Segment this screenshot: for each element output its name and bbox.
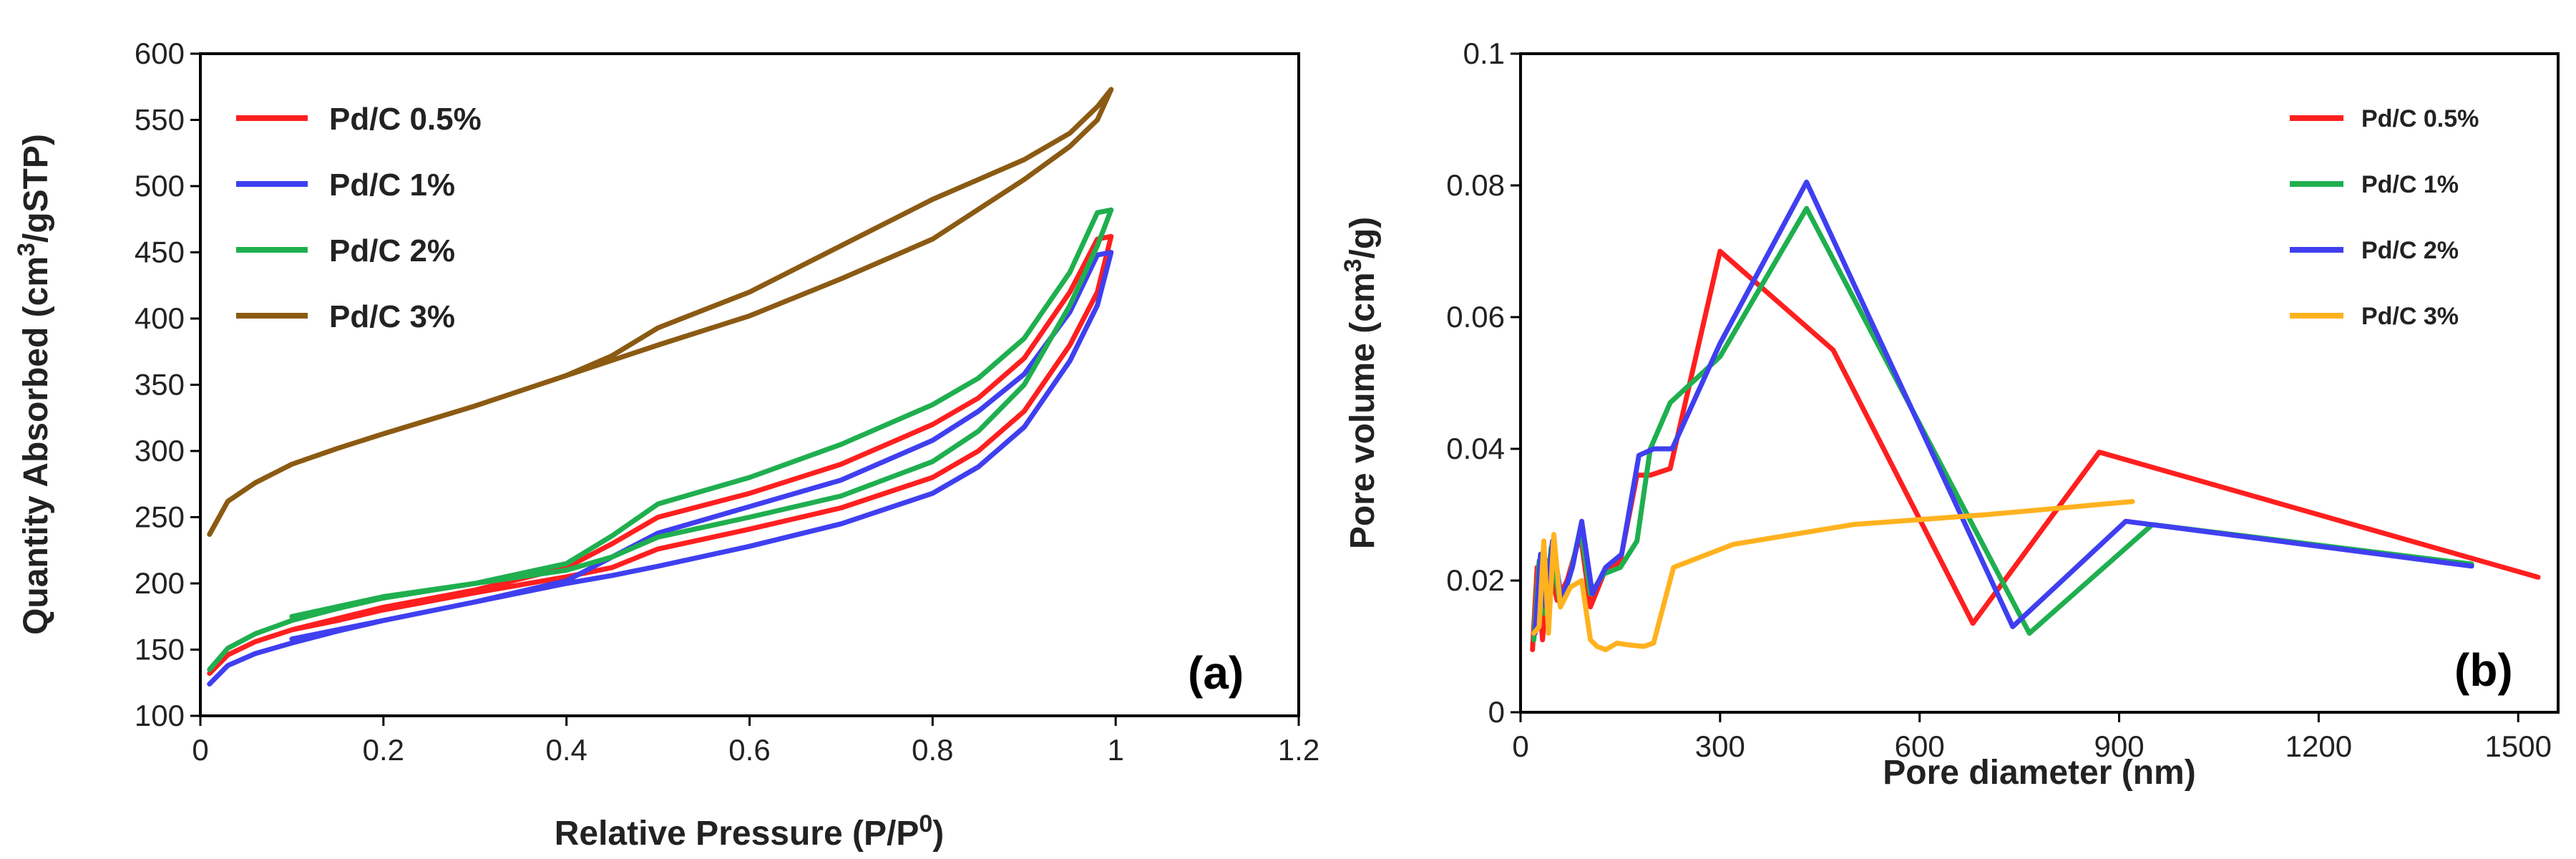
panel-a-label: (a)	[1188, 647, 1244, 699]
panel-b-label: (b)	[2454, 644, 2513, 696]
panel-b-legend-label-pd-c-1: Pd/C 1%	[2361, 171, 2459, 198]
panel-b-y-tick-label: 0.08	[1446, 168, 1505, 202]
panel-b-series-group	[1530, 179, 2541, 653]
panel-a-legend-label-pd-c-3: Pd/C 3%	[329, 299, 455, 334]
panel-b-x-tick-label: 900	[2094, 729, 2144, 763]
panel-a-series-pd-c-1	[207, 250, 1114, 687]
panel-a-x-tick-label: 0.8	[912, 733, 953, 767]
panel-a-x-tick-label: 1.2	[1278, 733, 1319, 767]
panel-a-series-pd-c-3	[207, 87, 1114, 537]
panel-b-x-tick-label: 600	[1895, 729, 1945, 763]
panel-b-legend-label-pd-c-0-5: Pd/C 0.5%	[2361, 105, 2479, 132]
panel-b-y-tick-label: 0.04	[1446, 432, 1505, 465]
panel-b-ticks: 0 300 600 900 1200 1500 0 0.02 0.04 0.06 0.08 0.1	[1446, 37, 2552, 763]
panel-a-y-tick-label: 550	[135, 103, 185, 137]
panel-a-series-pd-c-2	[207, 207, 1114, 672]
panel-b-series-pd-c-3	[1531, 499, 2135, 653]
panel-a-legend-label-pd-c-1: Pd/C 1%	[329, 168, 455, 203]
panel-b-y-axis-title: Pore volume (cm3/g)	[1340, 217, 1382, 549]
panel-a-ticks: 0 0.2 0.4 0.6 0.8 1 1.2 100 150 200 250 300 350 400 45…	[135, 37, 1319, 767]
panel-b-x-tick-label: 1200	[2285, 729, 2352, 763]
panel-a-x-tick-label: 0.2	[363, 733, 404, 767]
panel-a-series-group	[207, 87, 1114, 687]
panel-b-pore-size-chart: 0 300 600 900 1200 1500 0 0.02 0.04 0.06 0.08 0.1 P…	[1340, 37, 2560, 792]
panel-b-x-tick-label: 0	[1512, 729, 1528, 763]
panel-a-y-tick-label: 250	[135, 500, 185, 534]
panel-a-isotherm-chart: 0 0.2 0.4 0.6 0.8 1 1.2 100 150 200 250 300 350 400 45…	[13, 37, 1319, 853]
panel-a-y-tick-label: 600	[135, 37, 185, 70]
panel-a-y-tick-label: 100	[135, 699, 185, 732]
panel-a-y-axis-title: Quantity Absorbed (cm3/gSTP)	[13, 134, 55, 635]
panel-b-legend: Pd/C 0.5% Pd/C 1% Pd/C 2% Pd/C 3%	[2290, 105, 2479, 330]
panel-b-y-tick-label: 0.02	[1446, 563, 1505, 597]
panel-a-y-tick-label: 400	[135, 301, 185, 335]
panel-a-x-tick-label: 0	[192, 733, 208, 767]
panel-b-y-tick-label: 0	[1488, 695, 1505, 729]
panel-a-x-axis-title: Relative Pressure (P/P0)	[555, 810, 945, 853]
panel-a-y-tick-label: 500	[135, 169, 185, 203]
panel-a-y-tick-label: 200	[135, 566, 185, 600]
panel-a-y-tick-label: 350	[135, 368, 185, 402]
panel-a-legend-label-pd-c-2: Pd/C 2%	[329, 233, 455, 268]
panel-b-legend-label-pd-c-2: Pd/C 2%	[2361, 237, 2459, 264]
panel-b-x-tick-label: 300	[1695, 729, 1745, 763]
panel-b-plot-frame	[1519, 52, 2560, 714]
panel-a-y-tick-label: 150	[135, 633, 185, 666]
panel-a-x-tick-label: 0.4	[545, 733, 587, 767]
panel-b-y-tick-label: 0.06	[1446, 300, 1505, 334]
panel-b-x-tick-label: 1500	[2485, 729, 2552, 763]
panel-a-x-tick-label: 0.6	[728, 733, 770, 767]
panel-a-y-tick-label: 450	[135, 236, 185, 269]
panel-a-x-tick-label: 1	[1107, 733, 1123, 767]
panel-b-y-tick-label: 0.1	[1463, 37, 1505, 70]
panel-a-y-tick-label: 300	[135, 434, 185, 467]
panel-b-x-axis-title: Pore diameter (nm)	[1883, 754, 2195, 792]
panel-a-legend-label-pd-c-0-5: Pd/C 0.5%	[329, 102, 482, 137]
panel-a-series-pd-c-0-5	[207, 233, 1114, 676]
panel-b-legend-label-pd-c-3: Pd/C 3%	[2361, 303, 2459, 330]
panel-a-legend: Pd/C 0.5% Pd/C 1% Pd/C 2% Pd/C 3%	[236, 102, 482, 334]
